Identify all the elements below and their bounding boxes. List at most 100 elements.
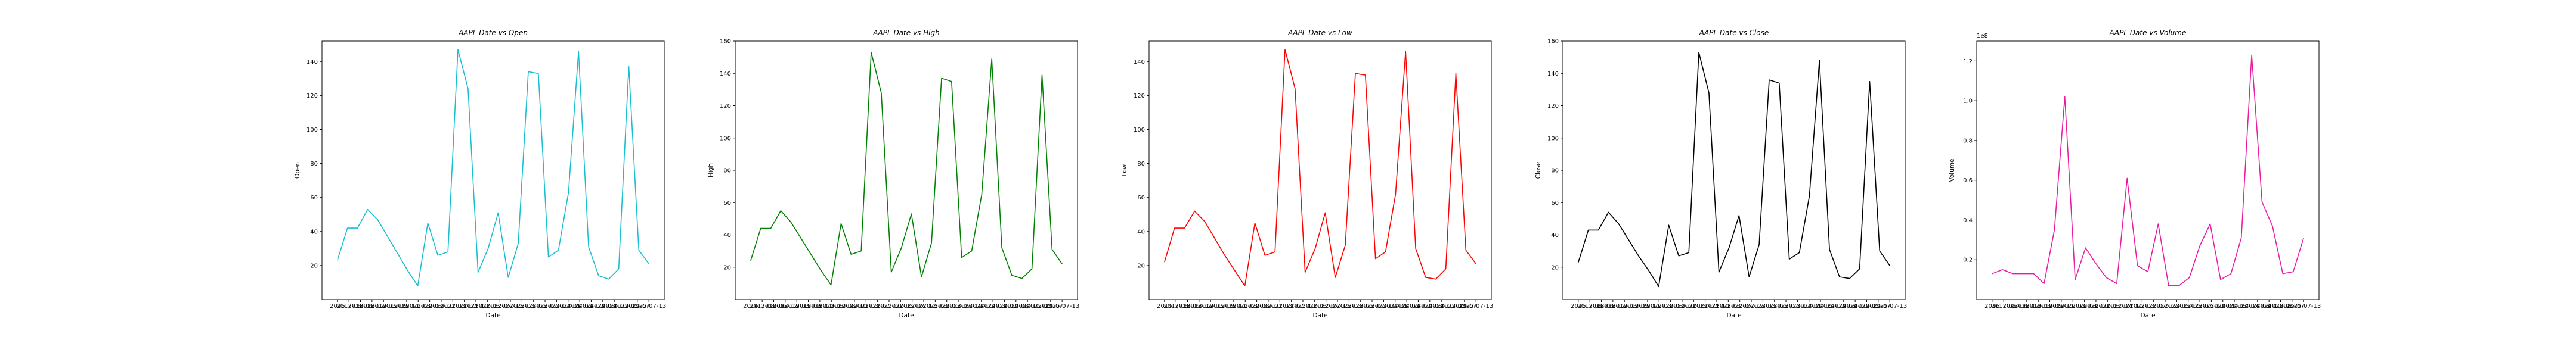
y-tick-label: 140 (1547, 71, 1559, 77)
x-tick-label: 2022-03 (2129, 303, 2154, 310)
x-axis-label: Date (1726, 312, 1741, 319)
chart-title: AAPL Date vs Low (1287, 29, 1352, 37)
y-tick-label: 100 (1547, 135, 1559, 142)
x-tick-label: 2020-03 (2060, 303, 2085, 310)
y-axis-label: Close (1535, 162, 1542, 179)
x-tick-label: 2021-07 (1279, 303, 1304, 310)
x-axis-label: Date (899, 312, 914, 319)
y-tick-label: 100 (1134, 127, 1145, 133)
chart-panel-3: AAPL Date vs Low204060801001201402016201… (1121, 29, 1493, 319)
x-tick-label: 2025-07-13 (1459, 303, 1493, 310)
x-tick-label: 2022-07 (1314, 303, 1339, 310)
x-tick-label: 2024-08 (1004, 303, 1029, 310)
x-tick-label: 2024-10 (2256, 303, 2281, 310)
x-tick-label: 2019-11 (807, 303, 832, 310)
x-tick-label: 2016 (330, 303, 345, 310)
x-tick-label: 2018-06 (348, 303, 373, 310)
x-tick-label: 2021-10 (1290, 303, 1315, 310)
x-tick-label: 2023-07 (1360, 303, 1385, 310)
chart-title: AAPL Date vs High (872, 29, 939, 37)
x-tick-label: 2021-03 (2095, 303, 2120, 310)
y-tick-label: 100 (720, 135, 731, 142)
chart-panel-4: AAPL Date vs Close 20 40 60 80 100 120 140 160 20… (1535, 29, 1907, 319)
x-tick-label: 2024-01 (556, 303, 581, 310)
chart-title: AAPL Date vs Open (458, 29, 528, 37)
y-tick-label: 140 (720, 71, 731, 77)
x-tick-label: 2019-09 (1210, 303, 1235, 310)
y-tick-label: 80 (310, 161, 318, 167)
x-tick-label: 2024-07 (992, 303, 1017, 310)
x-tick-label: 2023-05 (1348, 303, 1373, 310)
x-tick-label: 2025-03 (1027, 303, 1052, 310)
x-tick-label: 2018-12 (360, 303, 385, 310)
x-axis-label: Date (2140, 312, 2155, 319)
x-tick-label: 2024-01 (1383, 303, 1408, 310)
x-tick-label: 2020-08 (417, 303, 442, 310)
chart-panel-5: AAPL Date vs Volume 0.2 0.4 0.6 0.8 1.0 1.2 1e8… (1949, 29, 2321, 319)
y-tick-label: 60 (310, 195, 318, 201)
x-tick-label: 2023-10 (544, 303, 569, 310)
x-tick-label: 2020-10 (429, 303, 454, 310)
x-tick-label: 2025-03 (1441, 303, 1466, 310)
x-tick-label: 2020-03 (1233, 303, 1258, 310)
x-tick-label: 2020-08 (1658, 303, 1683, 310)
x-tick-label: 2019-03 (1198, 303, 1223, 310)
chart-title: AAPL Date vs Volume (2109, 29, 2187, 37)
x-tick-label: 2022-12 (911, 303, 936, 310)
y-tick-label: 0.2 (1963, 257, 1973, 264)
x-tick-label: 2017-08 (1577, 303, 1602, 310)
x-tick-label: 2020-03 (819, 303, 844, 310)
x-tick-label: 2018-12 (1187, 303, 1212, 310)
x-tick-label: 2016 (1571, 303, 1586, 310)
x-tick-label: 2022-07 (900, 303, 925, 310)
x-tick-label: 2022-07 (2141, 303, 2166, 310)
series-line (337, 49, 649, 287)
y-tick-label: 120 (720, 103, 731, 110)
x-tick-label: 2022-03 (888, 303, 913, 310)
x-tick-label: 2024-10 (602, 303, 627, 310)
x-tick-label: 2024-07 (579, 303, 604, 310)
x-tick-label: 2019-03 (1612, 303, 1637, 310)
x-tick-label: 2018-06 (1175, 303, 1200, 310)
x-tick-label: 2017-08 (336, 303, 361, 310)
x-tick-label: 2023-10 (2199, 303, 2224, 310)
x-tick-label: 2022-03 (475, 303, 500, 310)
x-tick-label: 2025-03 (1854, 303, 1880, 310)
x-tick-label: 2021-07 (1693, 303, 1718, 310)
x-tick-label: 2019-09 (1624, 303, 1649, 310)
y-tick-label: 60 (1137, 195, 1145, 201)
plot-frame (1148, 40, 1492, 300)
y-tick-label: 60 (723, 200, 731, 207)
y-tick-label: 40 (1137, 229, 1145, 235)
x-tick-label: 2024-03 (980, 303, 1005, 310)
x-tick-label: 2024-08 (1831, 303, 1856, 310)
x-tick-label: 2018-06 (761, 303, 787, 310)
y-tick-label: 80 (1551, 168, 1559, 174)
x-tick-label: 2024-08 (2245, 303, 2270, 310)
y-tick-label: 1.0 (1963, 98, 1973, 105)
y-tick-label: 60 (1551, 200, 1559, 207)
x-tick-label: 2023-10 (958, 303, 983, 310)
x-tick-label: 2024-07 (1406, 303, 1431, 310)
x-tick-label: 2023-07 (532, 303, 558, 310)
plot-frame (735, 40, 1078, 300)
y-tick-label: 40 (723, 232, 731, 239)
x-tick-label: 2019-11 (1221, 303, 1246, 310)
x-tick-label: 2024-01 (1797, 303, 1822, 310)
x-tick-label: 2020-08 (831, 303, 856, 310)
y-offset-label: 1e8 (1977, 33, 1988, 39)
chart-panel-2: AAPL Date vs High 20 40 60 80 100 120 140 160 201… (707, 29, 1079, 319)
x-tick-label: 2023-05 (521, 303, 546, 310)
x-tick-label: 2020-03 (405, 303, 431, 310)
x-tick-label: 2019-11 (394, 303, 419, 310)
series-line (1578, 52, 1890, 288)
x-tick-label: 2016 (1984, 303, 1999, 310)
x-tick-label: 2025-07-13 (2286, 303, 2321, 310)
x-tick-label: 2024-07 (2234, 303, 2259, 310)
x-tick-label: 2025-07-13 (631, 303, 666, 310)
x-tick-label: 2019-09 (796, 303, 821, 310)
x-tick-label: 2019-03 (2026, 303, 2051, 310)
y-tick-label: 20 (1551, 264, 1559, 271)
y-tick-label: 0.6 (1963, 177, 1973, 184)
